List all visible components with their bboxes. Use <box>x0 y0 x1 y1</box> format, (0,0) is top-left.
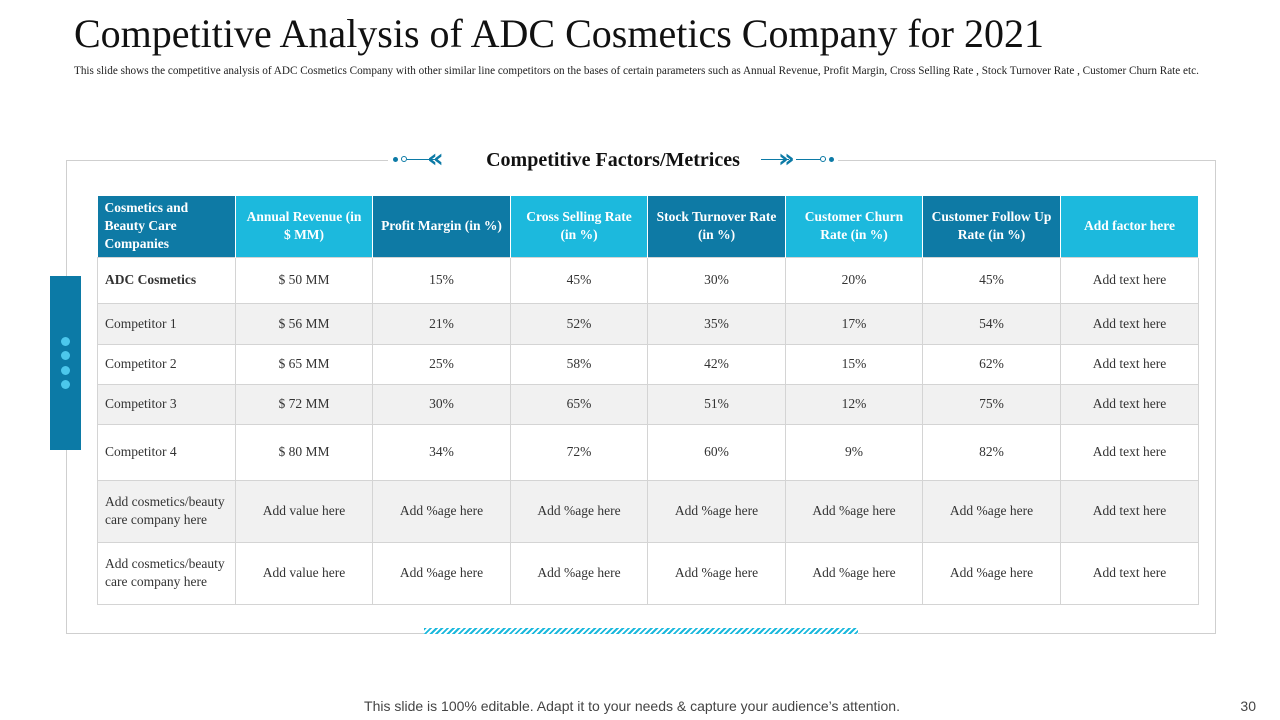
page-number: 30 <box>1240 698 1256 714</box>
table-cell: $ 72 MM <box>235 383 373 425</box>
table-cell: 20% <box>785 256 923 304</box>
table-cell: Competitor 4 <box>97 423 236 481</box>
slide-subtitle: This slide shows the competitive analysi… <box>74 65 1199 77</box>
column-header: Customer Follow Up Rate (in %) <box>922 196 1061 257</box>
table-cell: Add text here <box>1060 256 1199 304</box>
table-header-row: Cosmetics and Beauty Care Companies Annu… <box>97 196 1199 257</box>
table-cell: Add %age here <box>647 541 786 605</box>
table-cell: $ 50 MM <box>235 256 373 304</box>
table-cell: Add text here <box>1060 383 1199 425</box>
table-cell: Add text here <box>1060 541 1199 605</box>
dot-icon <box>393 157 398 162</box>
table-row: Add cosmetics/beauty care company here A… <box>97 541 1199 605</box>
table-cell: 34% <box>372 423 511 481</box>
table-cell: 35% <box>647 302 786 345</box>
table-row: Competitor 4 $ 80 MM 34% 72% 60% 9% 82% … <box>97 423 1199 481</box>
dot-icon <box>61 337 70 346</box>
table-cell: Add %age here <box>510 479 648 543</box>
divider <box>796 159 826 160</box>
table-cell: Add cosmetics/beauty care company here <box>97 541 236 605</box>
table-cell: 21% <box>372 302 511 345</box>
ring-icon <box>820 156 826 162</box>
table-cell: Add %age here <box>922 541 1061 605</box>
column-header: Profit Margin (in %) <box>372 196 511 257</box>
table-cell: 60% <box>647 423 786 481</box>
competitive-table: Cosmetics and Beauty Care Companies Annu… <box>97 196 1199 605</box>
table-row: Competitor 2 $ 65 MM 25% 58% 42% 15% 62%… <box>97 343 1199 385</box>
table-cell: $ 65 MM <box>235 343 373 385</box>
column-header: Annual Revenue (in $ MM) <box>235 196 373 257</box>
table-cell: Add value here <box>235 541 373 605</box>
table-cell: 62% <box>922 343 1061 385</box>
table-cell: Add text here <box>1060 423 1199 481</box>
column-header: Stock Turnover Rate (in %) <box>647 196 786 257</box>
table-cell: $ 80 MM <box>235 423 373 481</box>
section-header: « Competitive Factors/Metrices » <box>388 142 838 178</box>
table-cell: Add %age here <box>647 479 786 543</box>
table-cell: Add text here <box>1060 479 1199 543</box>
table-row: Competitor 1 $ 56 MM 21% 52% 35% 17% 54%… <box>97 302 1199 345</box>
table-cell: Add value here <box>235 479 373 543</box>
table-cell: 75% <box>922 383 1061 425</box>
table-cell: 45% <box>922 256 1061 304</box>
chevron-double-left-icon: « <box>427 144 444 174</box>
table-cell: Add text here <box>1060 343 1199 385</box>
table-row: Competitor 3 $ 72 MM 30% 65% 51% 12% 75%… <box>97 383 1199 425</box>
table-cell: Competitor 1 <box>97 302 236 345</box>
table-cell: 72% <box>510 423 648 481</box>
table-cell: Competitor 3 <box>97 383 236 425</box>
table-cell: 51% <box>647 383 786 425</box>
table-cell: Add text here <box>1060 302 1199 345</box>
table-cell: $ 56 MM <box>235 302 373 345</box>
table-cell: 15% <box>785 343 923 385</box>
table-cell: 54% <box>922 302 1061 345</box>
table-cell: 52% <box>510 302 648 345</box>
table-cell: 82% <box>922 423 1061 481</box>
table-cell: Add %age here <box>372 479 511 543</box>
column-header: Add factor here <box>1060 196 1199 257</box>
table-cell: 45% <box>510 256 648 304</box>
table-cell: 17% <box>785 302 923 345</box>
chevron-double-right-icon: » <box>778 144 795 174</box>
table-cell: Add %age here <box>922 479 1061 543</box>
dot-icon <box>829 157 834 162</box>
ring-icon <box>401 156 407 162</box>
section-heading: Competitive Factors/Metrices <box>486 149 740 171</box>
table-cell: Add %age here <box>510 541 648 605</box>
column-header: Cross Selling Rate (in %) <box>510 196 648 257</box>
divider <box>407 159 437 160</box>
table-cell: 12% <box>785 383 923 425</box>
table-cell: 30% <box>647 256 786 304</box>
side-tab <box>50 276 81 450</box>
table-cell: Competitor 2 <box>97 343 236 385</box>
table-cell: Add cosmetics/beauty care company here <box>97 479 236 543</box>
table-cell: 58% <box>510 343 648 385</box>
table-cell: 65% <box>510 383 648 425</box>
dot-icon <box>61 380 70 389</box>
slide-title: Competitive Analysis of ADC Cosmetics Co… <box>74 11 1044 56</box>
table-cell: Add %age here <box>785 541 923 605</box>
table-row: ADC Cosmetics $ 50 MM 15% 45% 30% 20% 45… <box>97 256 1199 304</box>
table-cell: Add %age here <box>372 541 511 605</box>
footer-note: This slide is 100% editable. Adapt it to… <box>364 698 900 714</box>
table-row: Add cosmetics/beauty care company here A… <box>97 479 1199 543</box>
table-cell: 30% <box>372 383 511 425</box>
column-header: Customer Churn Rate (in %) <box>785 196 923 257</box>
table-cell: ADC Cosmetics <box>97 256 236 304</box>
divider <box>761 159 789 160</box>
column-header: Cosmetics and Beauty Care Companies <box>97 196 236 257</box>
dot-icon <box>61 366 70 375</box>
table-cell: 25% <box>372 343 511 385</box>
decorative-hatch-bar <box>424 628 858 634</box>
table-cell: Add %age here <box>785 479 923 543</box>
table-cell: 15% <box>372 256 511 304</box>
dot-icon <box>61 351 70 360</box>
table-cell: 9% <box>785 423 923 481</box>
table-cell: 42% <box>647 343 786 385</box>
